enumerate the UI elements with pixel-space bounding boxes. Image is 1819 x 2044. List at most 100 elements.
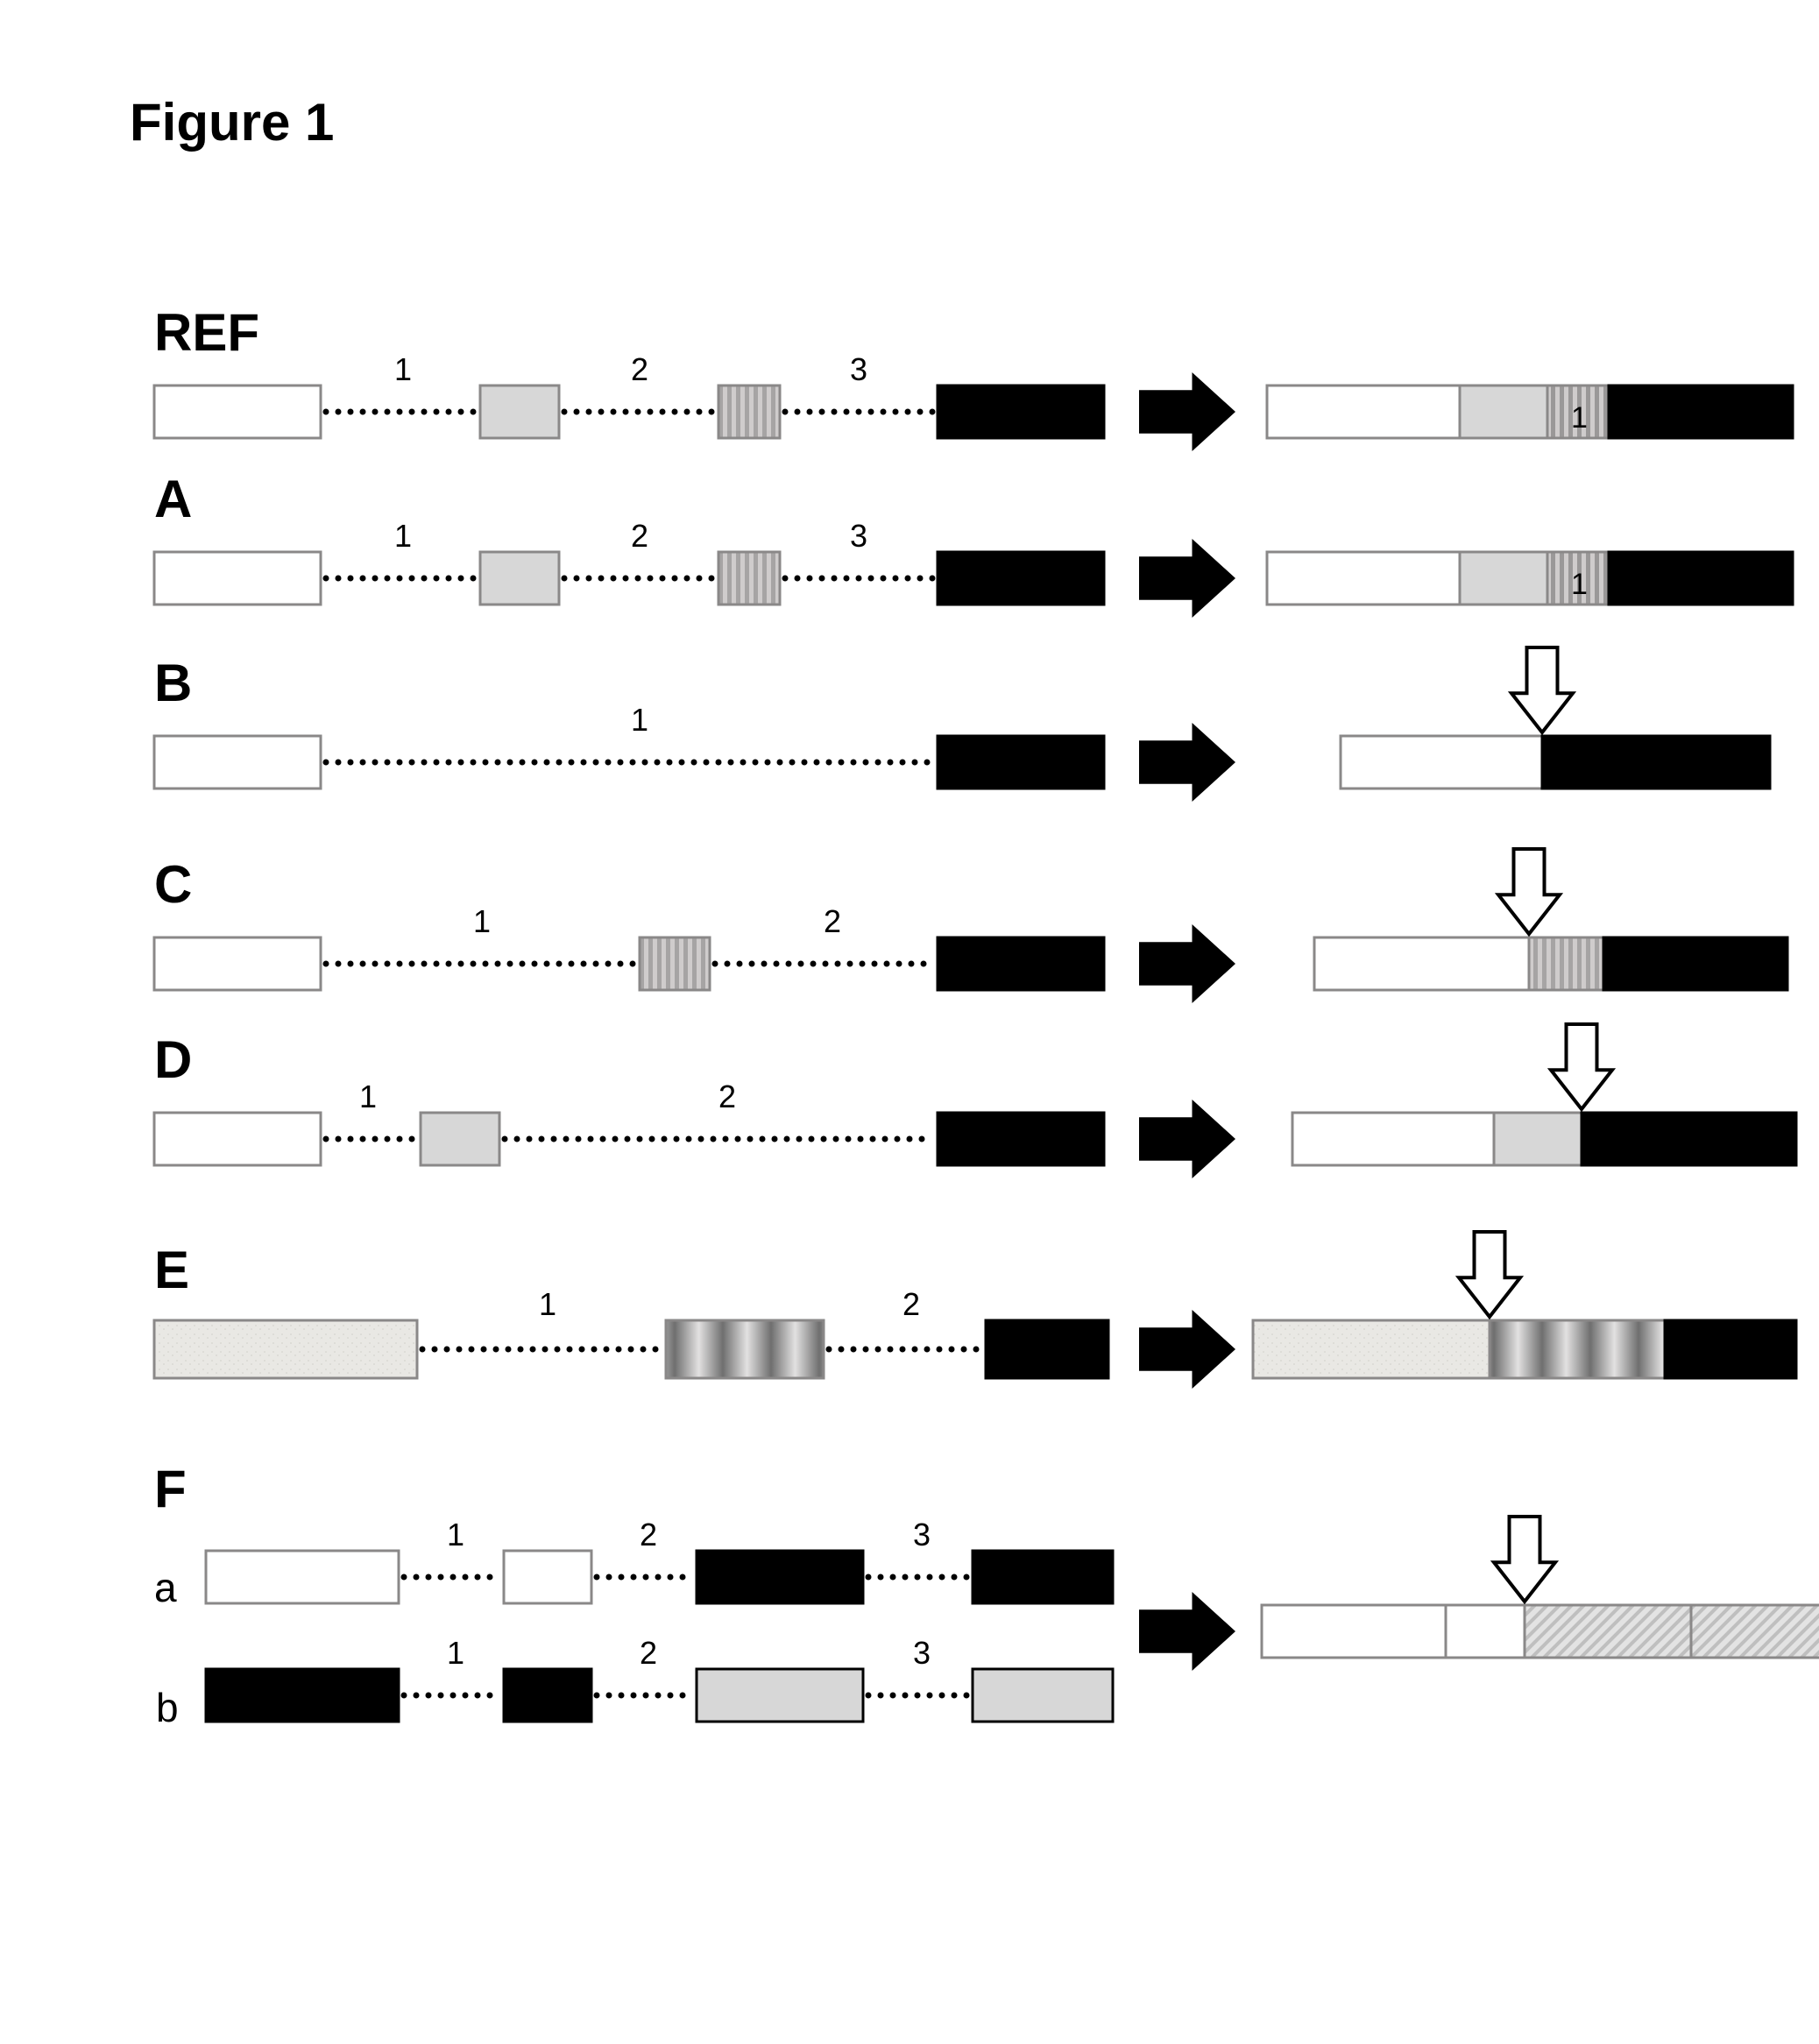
intron-label: 2	[631, 351, 648, 387]
exon-box	[938, 1113, 1104, 1165]
arrow-down-icon	[1494, 1517, 1555, 1602]
stripe-mini-label: 1	[1571, 401, 1588, 435]
intron-label: 1	[447, 1517, 464, 1552]
row-B: B1	[154, 647, 1770, 802]
exon-box	[973, 1551, 1113, 1603]
intron-label: 2	[824, 903, 841, 939]
intron-label: 2	[640, 1635, 657, 1671]
stripe-mini-label: 1	[1571, 568, 1588, 601]
exon-box	[154, 552, 321, 605]
product-exon	[1691, 1605, 1819, 1658]
intron-dots	[866, 1574, 970, 1581]
exon-box	[666, 1320, 824, 1378]
intron-dots	[323, 1136, 415, 1142]
subrow-label: a	[154, 1565, 177, 1610]
intron-label: 1	[394, 351, 412, 387]
exon-box	[938, 736, 1104, 789]
exon-box	[973, 1669, 1113, 1722]
exon-box	[718, 552, 780, 605]
intron-label: 3	[913, 1517, 931, 1552]
product-exon	[1314, 937, 1529, 990]
product-exon	[1582, 1113, 1796, 1165]
row-D: D12	[154, 1024, 1796, 1178]
intron-dots	[323, 961, 636, 967]
intron-label: 1	[473, 903, 491, 939]
intron-label: 1	[631, 702, 648, 738]
row-label: REF	[154, 303, 259, 362]
intron-label: 1	[447, 1635, 464, 1671]
intron-dots	[562, 576, 715, 582]
exon-box	[154, 385, 321, 438]
product-exon	[1460, 385, 1547, 438]
intron-dots	[323, 409, 477, 415]
row-label: E	[154, 1241, 189, 1299]
arrow-right-icon	[1139, 1100, 1235, 1178]
exon-box	[697, 1551, 863, 1603]
product-exon	[1490, 1320, 1665, 1378]
intron-label: 1	[539, 1286, 556, 1322]
intron-dots	[782, 576, 936, 582]
exon-box	[938, 552, 1104, 605]
row-REF: REF 1 2 3	[154, 303, 1793, 451]
figure-page: Figure 1 REF123A123B1C12D12E12Fa123b1231…	[0, 0, 1819, 2044]
exon-box	[206, 1669, 399, 1722]
arrow-down-icon	[1511, 647, 1573, 732]
product-exon	[1525, 1605, 1691, 1658]
intron-dots	[594, 1574, 686, 1581]
intron-dots	[562, 409, 715, 415]
exon-box	[154, 1113, 321, 1165]
exon-box	[504, 1669, 591, 1722]
subrow-label: b	[156, 1685, 179, 1730]
row-C: C 1 2	[154, 849, 1787, 1003]
product-exon	[1494, 1113, 1582, 1165]
figure-title: Figure 1	[130, 92, 334, 152]
intron-dots	[866, 1693, 970, 1699]
exon-box	[154, 937, 321, 990]
intron-dots	[323, 760, 931, 766]
arrow-down-icon	[1551, 1024, 1612, 1109]
arrow-down-icon	[1498, 849, 1560, 934]
exon-box	[480, 385, 559, 438]
intron-dots	[323, 576, 477, 582]
exon-box	[154, 736, 321, 789]
row-F: Fa123b123	[154, 1460, 1819, 1730]
row-label: B	[154, 654, 192, 712]
product-exon	[1267, 385, 1460, 438]
product-exon	[1603, 937, 1787, 990]
intron-dots	[420, 1347, 659, 1353]
product-exon	[1267, 552, 1460, 605]
intron-label: 2	[640, 1517, 657, 1552]
exon-box	[206, 1551, 399, 1603]
intron-dots	[712, 961, 927, 967]
row-label: A	[154, 470, 192, 528]
intron-dots	[401, 1574, 493, 1581]
product-exon	[1253, 1320, 1490, 1378]
product-exon	[1609, 552, 1793, 605]
intron-dots	[826, 1347, 980, 1353]
intron-dots	[502, 1136, 925, 1142]
intron-label: 3	[913, 1635, 931, 1671]
product-exon	[1292, 1113, 1494, 1165]
intron-label: 2	[631, 518, 648, 554]
intron-label: 1	[359, 1079, 377, 1114]
product-exon	[1341, 736, 1542, 789]
exon-box	[697, 1669, 863, 1722]
intron-label: 1	[394, 518, 412, 554]
exon-box	[154, 1320, 417, 1378]
exon-box	[504, 1551, 591, 1603]
row-E: E 1 2	[154, 1232, 1796, 1389]
arrow-right-icon	[1139, 924, 1235, 1003]
arrow-right-icon	[1139, 372, 1235, 451]
intron-dots	[401, 1693, 493, 1699]
intron-label: 3	[850, 351, 867, 387]
product-exon	[1446, 1605, 1525, 1658]
row-label: D	[154, 1030, 192, 1089]
exon-box	[986, 1320, 1108, 1378]
exon-box	[938, 385, 1104, 438]
row-A: A123	[154, 470, 1793, 618]
product-exon	[1460, 552, 1547, 605]
intron-label: 2	[902, 1286, 920, 1322]
exon-box	[640, 937, 710, 990]
exon-box	[480, 552, 559, 605]
row-label: C	[154, 855, 192, 914]
